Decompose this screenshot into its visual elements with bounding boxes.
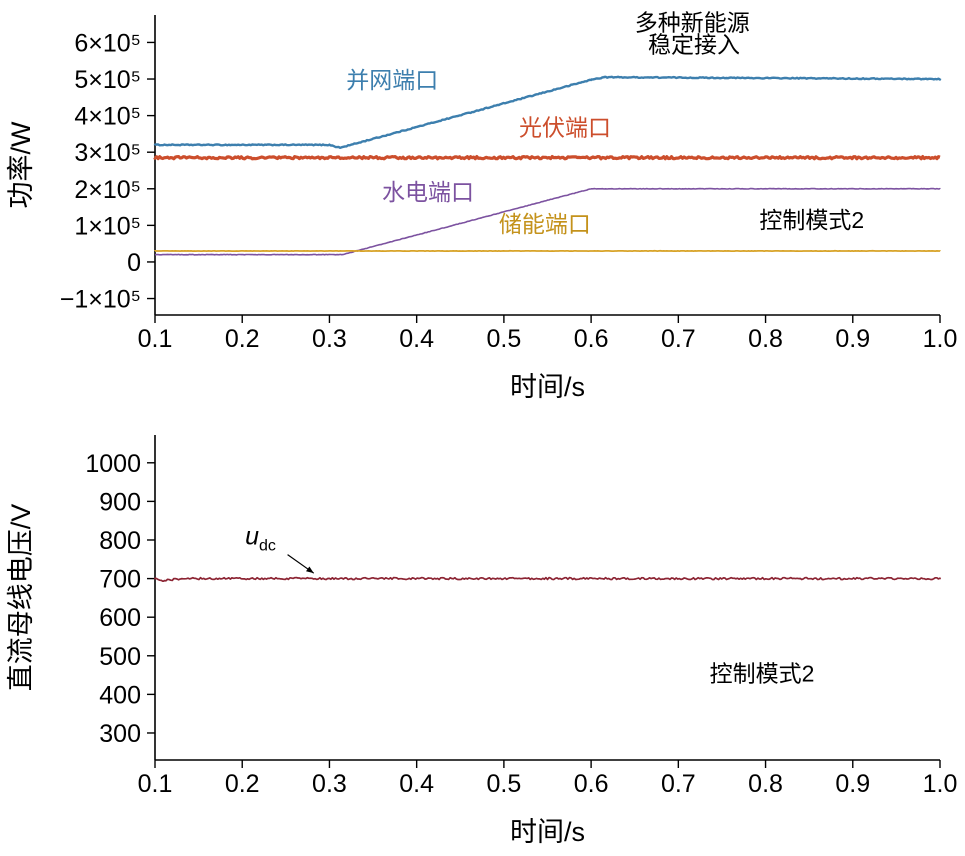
x-tick-label: 0.4: [399, 325, 434, 353]
x-tick-label: 1.0: [923, 325, 958, 353]
annotation-control-mode-label: 控制模式2: [710, 661, 815, 687]
series-line-grid-port: [153, 75, 942, 150]
power-chart: 0.1 0.2 0.3 0.4 0.5 0.6 0.7 0.8 0.9 1.0 −1×10⁵ 0 1×1…: [6, 9, 957, 402]
y-tick-label: 600: [99, 604, 141, 632]
y-axis-label: 直流母线电压/V: [6, 504, 36, 692]
x-tick-label: 0.2: [225, 325, 260, 353]
y-tick-label: 500: [99, 643, 141, 671]
annotation-grid-port-label: 并网端口: [346, 67, 438, 93]
x-tick-label: 0.3: [312, 770, 347, 798]
series-line-dc-bus-voltage: [154, 576, 941, 583]
x-tick-label: 0.1: [138, 325, 173, 353]
x-tick-label: 0.1: [138, 770, 173, 798]
y-tick-label: 400: [99, 681, 141, 709]
y-tick-label: 2×10⁵: [74, 176, 141, 204]
y-tick-label: 6×10⁵: [74, 29, 141, 57]
y-tick-label: 1000: [85, 450, 141, 478]
y-tick-label: −1×10⁵: [60, 286, 141, 314]
annotation-hydro-port-label: 水电端口: [382, 179, 474, 205]
y-tick-label: 300: [99, 720, 141, 748]
x-tick-label: 0.7: [661, 325, 696, 353]
x-tick-label: 0.5: [487, 770, 522, 798]
x-tick-label: 0.8: [748, 770, 783, 798]
annotation-pv-port-label: 光伏端口: [519, 114, 611, 140]
annotation-udc-label: udc: [245, 523, 276, 555]
x-tick-label: 0.3: [312, 325, 347, 353]
y-tick-label: 700: [99, 566, 141, 594]
y-tick-label: 900: [99, 488, 141, 516]
annotation-note-line2: 稳定接入: [648, 32, 740, 58]
annotation-arrowhead: [306, 566, 314, 574]
x-axis-label: 时间/s: [510, 372, 585, 402]
annotation-control-mode-label: 控制模式2: [759, 207, 864, 233]
series-line-pv-port: [153, 155, 941, 161]
y-axis-label: 功率/W: [6, 121, 36, 209]
x-tick-label: 0.8: [748, 325, 783, 353]
x-tick-label: 0.4: [399, 770, 434, 798]
y-tick-label: 3×10⁵: [74, 139, 141, 167]
x-tick-label: 0.6: [574, 325, 609, 353]
x-axis-label: 时间/s: [510, 817, 585, 847]
annotation-note-line1: 多种新能源: [635, 9, 750, 35]
annotation-storage-port-label: 储能端口: [499, 211, 591, 237]
x-tick-label: 0.9: [835, 770, 870, 798]
x-tick-label: 0.5: [487, 325, 522, 353]
series-line-hydro-port: [154, 187, 941, 256]
y-tick-label: 800: [99, 527, 141, 555]
y-tick-label: 5×10⁵: [74, 66, 141, 94]
voltage-chart: 0.1 0.2 0.3 0.4 0.5 0.6 0.7 0.8 0.9 1.0 300 400 500 6…: [6, 435, 957, 847]
y-tick-label: 4×10⁵: [74, 103, 141, 131]
x-tick-label: 0.9: [835, 325, 870, 353]
x-tick-label: 1.0: [923, 770, 958, 798]
y-tick-label: 1×10⁵: [74, 212, 141, 240]
x-tick-label: 0.2: [225, 770, 260, 798]
y-tick-label: 0: [127, 249, 141, 277]
x-tick-label: 0.6: [574, 770, 609, 798]
x-tick-label: 0.7: [661, 770, 696, 798]
